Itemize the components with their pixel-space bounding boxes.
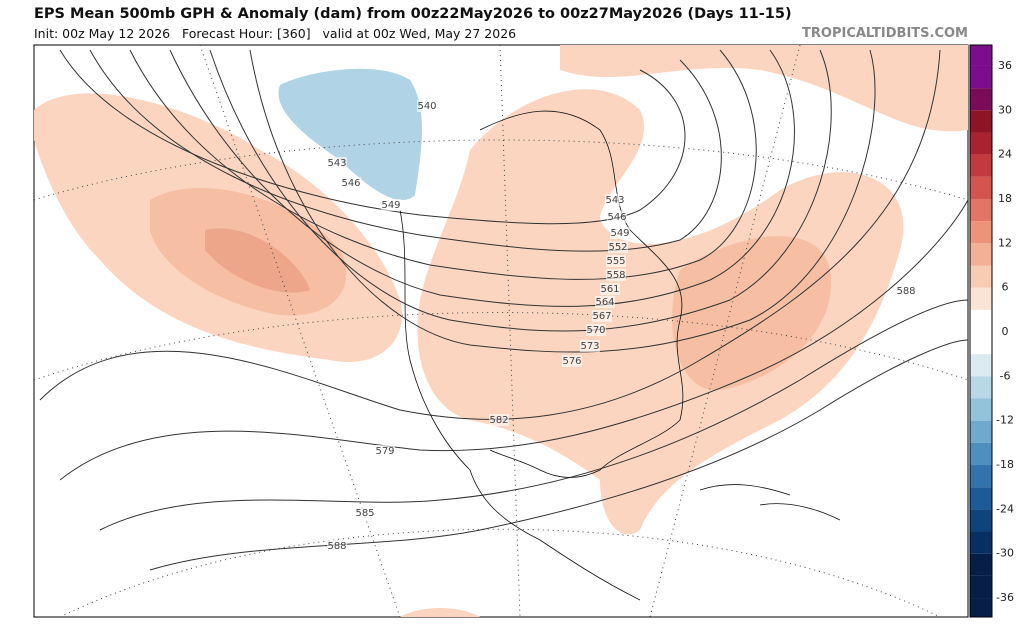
contour-label: 543 [605,195,624,206]
colorbar-swatch [970,243,992,266]
colorbar-swatch [970,487,992,510]
colorbar-label: 30 [998,103,1012,116]
colorbar-label: -24 [996,502,1014,515]
anomaly-negative [278,68,422,201]
contour-label: 561 [600,284,619,295]
colorbar-swatch [970,420,992,443]
colorbar-swatch [970,332,992,355]
colorbar-swatch [970,553,992,576]
title: EPS Mean 500mb GPH & Anomaly (dam) from … [34,6,792,22]
label-bg [580,340,600,352]
colorbar-label: -6 [1000,369,1011,382]
contour-label: 543 [327,158,346,169]
colorbar-swatch [970,45,992,66]
label-bg [562,355,582,367]
colorbar-swatch [970,265,992,288]
colorbar-frame [969,44,993,618]
label-bg [381,199,401,211]
anomaly-positive [672,236,832,391]
colorbar-swatch [970,88,992,111]
colorbar-label: 6 [1002,281,1009,294]
label-bg [896,285,916,297]
label-bg [417,100,437,112]
label-bg [607,211,627,223]
colorbar-label: -18 [996,458,1014,471]
map-area [33,44,969,618]
colorbar-swatch [970,198,992,222]
colorbar-swatch [970,309,992,332]
colorbar-swatch [970,442,992,466]
coastlines [399,110,841,601]
label-bg [586,324,606,336]
contour-label: 564 [595,297,614,308]
contour-label: 540 [417,101,436,112]
anomaly-positive [400,608,480,617]
colorbar-swatch [970,509,992,532]
colorbar-label: 12 [998,236,1012,249]
contour-label: 555 [606,256,625,267]
colorbar-swatch [970,598,992,617]
colorbar-label: 36 [998,59,1012,72]
label-bg [608,241,628,253]
colorbar-label: 18 [998,192,1012,205]
contour-label: 588 [896,286,915,297]
contour-label: 570 [586,325,605,336]
colorbar-swatch [970,354,992,377]
colorbar-swatch [970,65,992,89]
colorbar-swatch [970,376,992,399]
contour-label: 549 [610,228,629,239]
colorbar-swatch [970,132,992,155]
contour-label: 546 [341,178,360,189]
contour-label: 585 [355,508,374,519]
graticule [34,45,968,617]
colorbar: 36 30 24 18 12 6 0 -6 -12 -18 -24 -30 -36 [969,44,1014,618]
colorbar-label: -12 [996,414,1014,427]
colorbar-swatch [970,287,992,310]
label-bg [341,177,361,189]
label-bg [606,255,626,267]
anomaly-positive [417,89,904,535]
label-bg [595,296,615,308]
colorbar-swatch [970,221,992,244]
label-bg [355,507,375,519]
label-bg [375,445,395,457]
label-bg [489,414,509,426]
contour-label: 546 [607,212,626,223]
label-bg [610,227,630,239]
contour-label: 579 [375,446,394,457]
anomaly-positive [560,45,968,132]
contour-label: 576 [562,356,581,367]
label-bg [605,194,625,206]
contour-label: 573 [580,341,599,352]
colorbar-swatch [970,575,992,599]
site-name: TROPICALTIDBITS.COM [802,26,968,41]
colorbar-swatch [970,465,992,488]
label-bg [327,157,347,169]
contour-labels: 540 543 546 549 543 546 549 552 555 558 561 564 567 5… [327,100,916,552]
anomaly-positive [205,228,310,293]
contour-label: 588 [327,541,346,552]
label-bg [600,283,620,295]
colorbar-swatch [970,531,992,554]
contour-label: 549 [381,200,400,211]
contour-label: 558 [606,270,625,281]
colorbar-label: -36 [996,591,1014,604]
contour-label: 567 [592,311,611,322]
label-bg [606,269,626,281]
colorbar-label: 0 [1002,325,1009,338]
colorbar-swatch [970,110,992,133]
colorbar-swatch [970,154,992,177]
colorbar-label: 24 [998,148,1012,161]
label-bg [327,540,347,552]
subtitle: Init: 00z May 12 2026 Forecast Hour: [36… [34,26,516,41]
contour-label: 582 [489,415,508,426]
contour-label: 552 [608,242,627,253]
colorbar-label: -30 [996,547,1014,560]
colorbar-swatch [970,398,992,421]
label-bg [592,310,612,322]
colorbar-swatch [970,176,992,199]
